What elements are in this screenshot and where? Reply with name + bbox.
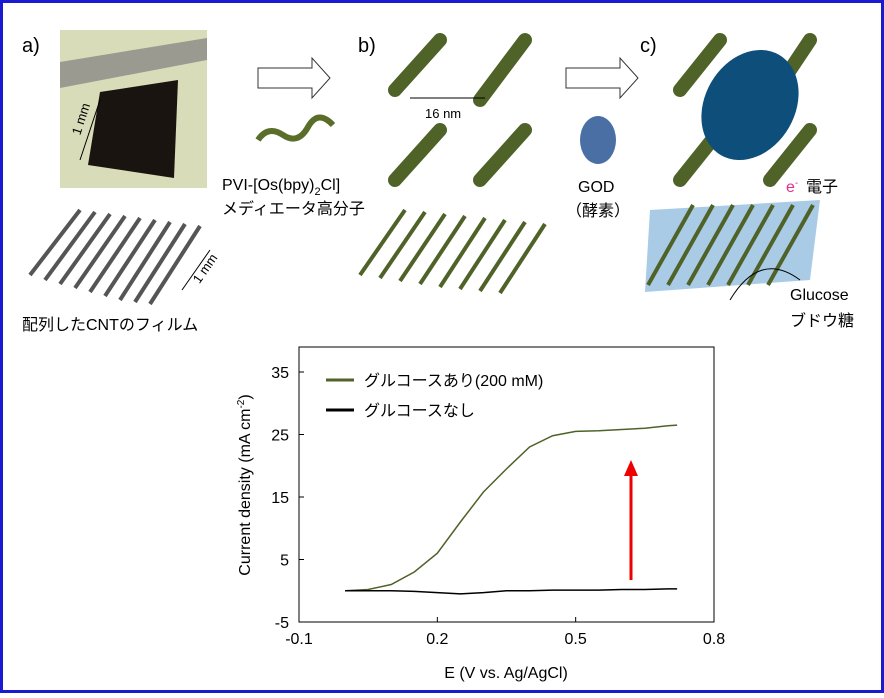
cnt-film-photo (88, 80, 178, 178)
x-tick-label: 0.8 (703, 631, 725, 648)
y-tick-label: 15 (271, 490, 289, 507)
electron-label: 電子 (806, 178, 838, 196)
legend-label: グルコースあり(200 mM) (364, 372, 543, 390)
figure: a) b) c) 1 mm 1 mm 配列したCNTのフィルム PVI-[Os(… (0, 0, 884, 693)
y-tick-label: 35 (271, 365, 289, 382)
y-tick-label: -5 (275, 615, 289, 632)
x-axis-title: E (V vs. Ag/AgCl) (444, 665, 568, 682)
text: PVI-[Os(bpy) (222, 177, 314, 194)
x-tick-label: 0.2 (426, 631, 448, 648)
y-tick-label: 25 (271, 428, 289, 445)
x-tick-label: 0.5 (565, 631, 587, 648)
legend-label: グルコースなし (364, 402, 475, 420)
god-label: GOD (578, 179, 614, 196)
panel-a: a) (22, 35, 40, 57)
god (580, 116, 616, 164)
text: e (786, 179, 795, 196)
enzyme-label: （酵素） (566, 202, 630, 220)
text: - (795, 178, 798, 189)
panel-b: b) (358, 35, 376, 57)
text: Cl] (321, 177, 341, 194)
film-label: 配列したCNTのフィルム (22, 316, 198, 334)
panel-c: c) (640, 35, 657, 57)
x-tick-label: -0.1 (285, 631, 313, 648)
text: ) (237, 394, 254, 399)
y-tick-label: 5 (280, 553, 289, 570)
text: Current density (mA cm (237, 409, 254, 576)
glucose-label: Glucose (790, 287, 849, 304)
spacing-label: 16 nm (425, 106, 461, 121)
y-axis-title: Current density (mA cm-2) (236, 394, 254, 575)
glucose-jp-label: ブドウ糖 (790, 311, 854, 330)
mediator-label: メディエータ高分子 (222, 199, 365, 218)
